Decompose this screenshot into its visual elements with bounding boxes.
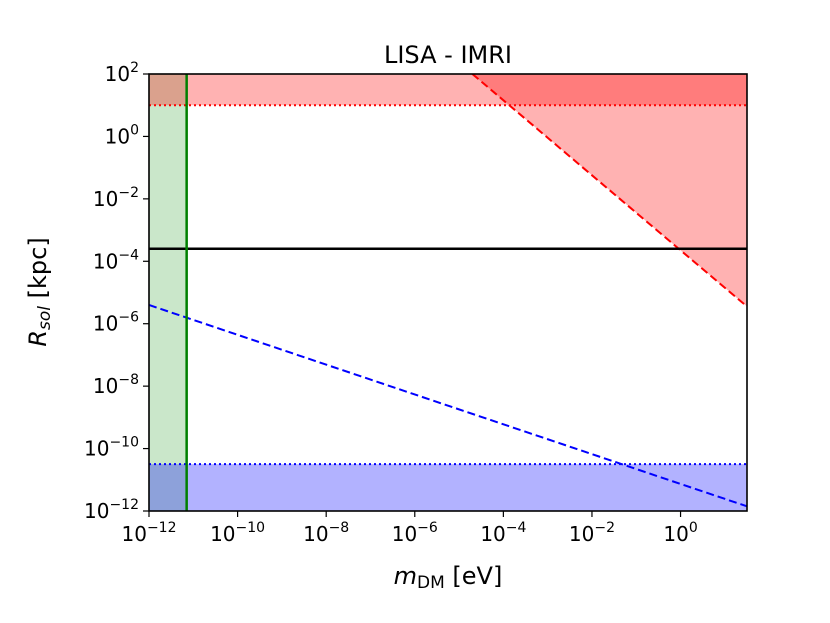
x-tick-label: 10−12 [122, 520, 177, 546]
y-tick-label: 10−4 [93, 247, 139, 273]
x-tick-label: 10−4 [480, 520, 526, 546]
x-tick-label: 10−2 [569, 520, 615, 546]
y-tick-label: 10−8 [93, 372, 139, 398]
y-tick-label: 10−6 [93, 310, 139, 336]
plot-area [149, 74, 747, 511]
x-tick-label: 100 [663, 520, 697, 546]
x-axis-label: mDM [eV] [394, 562, 503, 593]
y-tick-label: 100 [105, 122, 139, 148]
red-top-band-region [149, 74, 747, 106]
blue-dashed-line [149, 304, 747, 508]
y-axis-label: Rsol [kpc] [24, 237, 55, 346]
blue-bottom-band-region [149, 464, 747, 511]
y-axis: 102 100 10−2 10−4 10−6 10−8 10−10 10−12 [84, 60, 149, 523]
x-tick-label: 10−6 [392, 520, 438, 546]
chart-title: LISA - IMRI [384, 41, 512, 69]
green-band-region [149, 74, 187, 511]
x-tick-label: 10−8 [303, 520, 349, 546]
x-axis: 10−12 10−10 10−8 10−6 10−4 10−2 100 [122, 511, 698, 546]
plot-frame [148, 73, 748, 512]
y-tick-label: 102 [105, 60, 139, 86]
y-tick-label: 10−12 [84, 497, 139, 523]
y-tick-label: 10−10 [84, 435, 139, 461]
x-tick-label: 10−10 [210, 520, 265, 546]
y-tick-label: 10−2 [93, 185, 139, 211]
